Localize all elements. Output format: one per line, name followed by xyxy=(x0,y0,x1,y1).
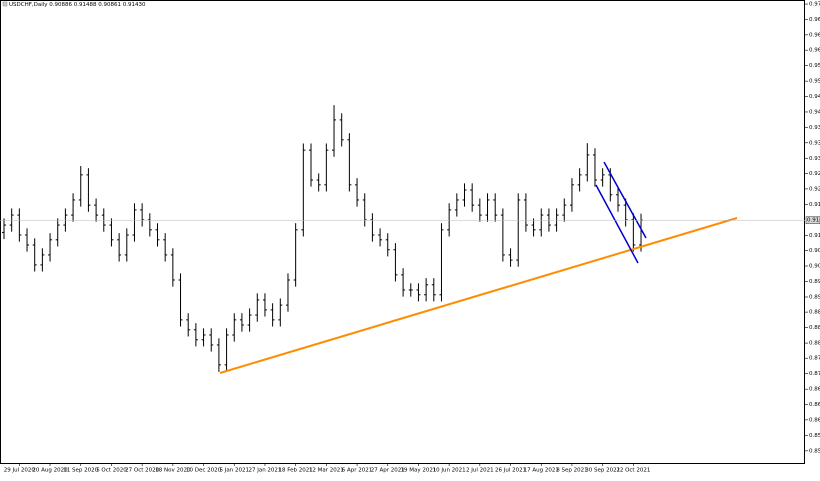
last-price-label: 0.91430 xyxy=(807,218,820,224)
x-tick-label: 8 Sep 2021 xyxy=(556,468,587,474)
y-tick-label: 0.92280 xyxy=(809,186,820,192)
last-price-box xyxy=(805,216,820,224)
chart-title: USDCHF,Daily 0.90886 0.91488 0.90861 0.9… xyxy=(9,2,146,8)
y-tick-label: 0.91020 xyxy=(809,233,820,239)
x-tick-label: 27 Jan 2021 xyxy=(248,468,281,474)
y-tick-label: 0.90610 xyxy=(809,248,820,254)
y-tick-label: 0.87690 xyxy=(809,356,820,362)
x-tick-label: 29 Jul 2020 xyxy=(4,468,36,474)
y-tick-label: 0.96870 xyxy=(809,17,820,23)
channel-upper xyxy=(603,161,647,239)
x-tick-label: 11 Sep 2020 xyxy=(63,468,98,474)
x-tick-label: 6 Apr 2021 xyxy=(342,468,373,474)
y-tick-label: 0.88520 xyxy=(809,325,820,331)
x-tick-label: 5 Oct 2020 xyxy=(96,468,127,474)
x-tick-label: 2 Jul 2021 xyxy=(466,468,494,474)
x-tick-label: 10 Jun 2021 xyxy=(433,468,466,474)
symbol-icon xyxy=(2,1,8,7)
y-tick-label: 0.95200 xyxy=(809,79,820,85)
y-tick-label: 0.93950 xyxy=(809,125,820,131)
y-tick-label: 0.94780 xyxy=(809,94,820,100)
x-tick-label: 5 Jan 2021 xyxy=(220,468,249,474)
channel-lower xyxy=(595,184,639,264)
y-tick-label: 0.88940 xyxy=(809,310,820,316)
x-tick-label: 20 Aug 2020 xyxy=(32,468,68,474)
x-tick-label: 18 Nov 2020 xyxy=(155,468,191,474)
y-tick-label: 0.87270 xyxy=(809,371,820,377)
y-tick-label: 0.93530 xyxy=(809,140,820,146)
support-trendline xyxy=(219,217,738,374)
x-tick-label: 30 Sep 2021 xyxy=(585,468,620,474)
y-tick-label: 0.86850 xyxy=(809,387,820,393)
y-tick-label: 0.86440 xyxy=(809,402,820,408)
y-tick-label: 0.95620 xyxy=(809,63,820,69)
x-tick-label: 10 Dec 2020 xyxy=(186,468,222,474)
y-tick-label: 0.89770 xyxy=(809,279,820,285)
x-tick-label: 26 Jul 2021 xyxy=(495,468,526,474)
y-tick-label: 0.86020 xyxy=(809,417,820,423)
y-tick-label: 0.91860 xyxy=(809,202,820,208)
y-tick-label: 0.85180 xyxy=(809,448,820,454)
x-tick-label: 22 Oct 2021 xyxy=(616,468,650,474)
x-tick-label: 18 Feb 2021 xyxy=(279,468,313,474)
y-tick-label: 0.88100 xyxy=(809,341,820,347)
y-tick-label: 0.90190 xyxy=(809,263,820,269)
x-tick-label: 27 Oct 2020 xyxy=(125,468,160,474)
y-tick-label: 0.92700 xyxy=(809,171,820,177)
y-tick-label: 0.93110 xyxy=(809,156,820,162)
y-tick-label: 0.85600 xyxy=(809,433,820,439)
y-tick-label: 0.96040 xyxy=(809,48,820,54)
x-tick-label: 19 May 2021 xyxy=(401,468,437,474)
y-tick-label: 0.97290 xyxy=(809,2,820,8)
x-tick-label: 27 Apr 2021 xyxy=(371,468,405,474)
bars xyxy=(2,105,644,372)
x-tick-label: 17 Aug 2021 xyxy=(524,468,559,474)
x-tick-label: 12 Mar 2021 xyxy=(309,468,344,474)
y-tick-label: 0.96455 xyxy=(809,32,820,38)
y-tick-label: 0.89350 xyxy=(809,294,820,300)
plot-frame xyxy=(0,0,805,464)
y-tick-label: 0.94365 xyxy=(809,109,820,115)
